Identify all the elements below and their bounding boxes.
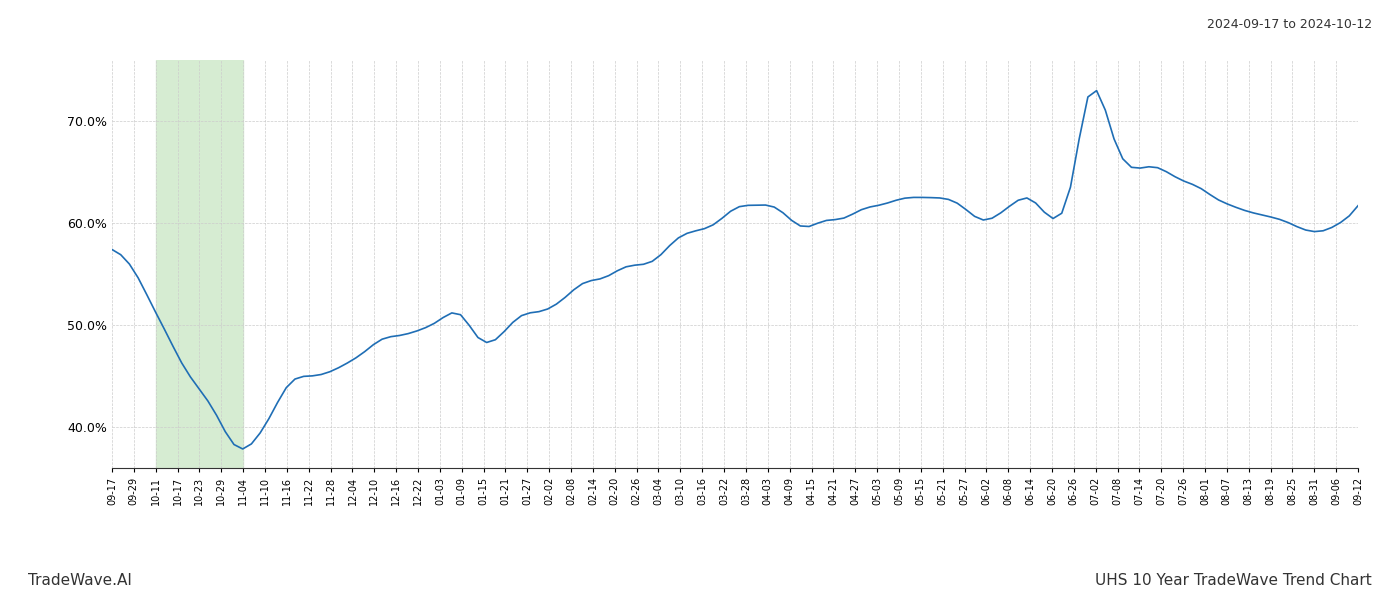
Bar — [155, 60, 242, 468]
Text: 2024-09-17 to 2024-10-12: 2024-09-17 to 2024-10-12 — [1207, 18, 1372, 31]
Text: UHS 10 Year TradeWave Trend Chart: UHS 10 Year TradeWave Trend Chart — [1095, 573, 1372, 588]
Text: TradeWave.AI: TradeWave.AI — [28, 573, 132, 588]
